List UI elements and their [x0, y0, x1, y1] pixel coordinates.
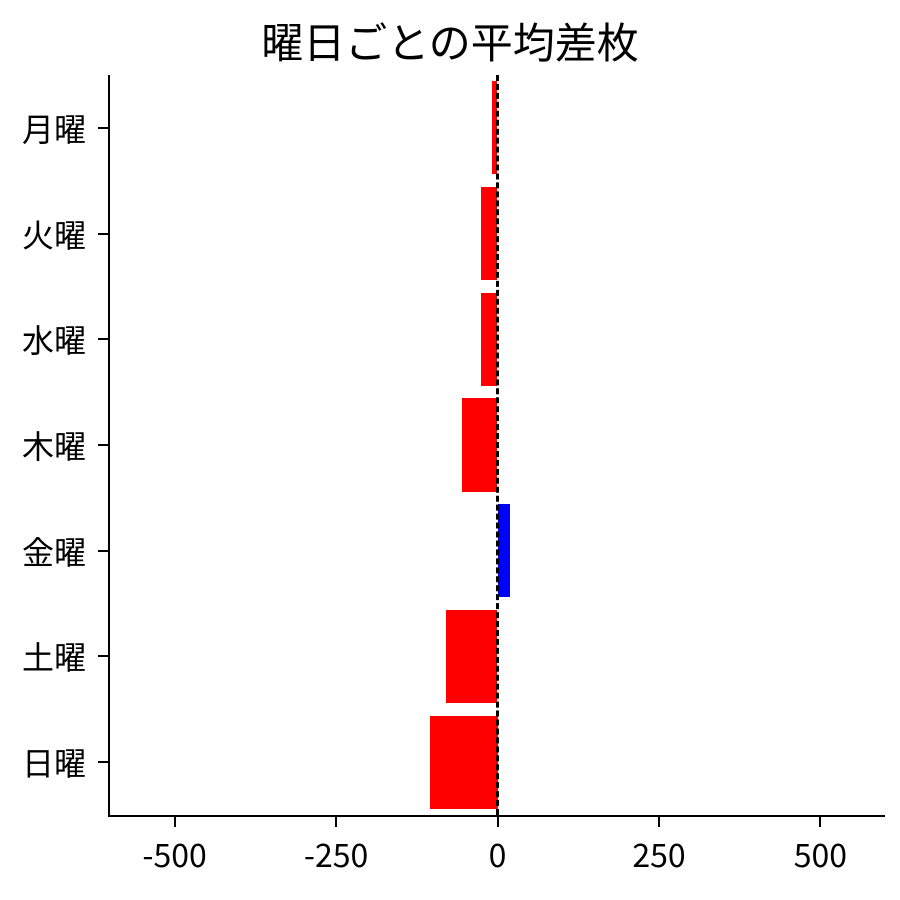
bar-金曜	[498, 504, 511, 597]
y-tick	[98, 127, 108, 129]
y-tick-label: 土曜	[0, 633, 86, 679]
x-tick-label: 250	[632, 831, 685, 877]
chart-container: 曜日ごとの平均差枚 -500-2500250500月曜火曜水曜木曜金曜土曜日曜	[0, 0, 900, 900]
y-tick-label: 水曜	[0, 316, 86, 362]
y-tick	[98, 338, 108, 340]
x-tick-label: 500	[794, 831, 847, 877]
y-tick	[98, 550, 108, 552]
bar-日曜	[430, 716, 498, 809]
x-tick	[658, 817, 660, 827]
y-tick-label: 日曜	[0, 739, 86, 785]
x-tick	[497, 817, 499, 827]
y-tick	[98, 761, 108, 763]
bar-土曜	[446, 610, 498, 703]
x-tick-label: 0	[489, 831, 507, 877]
zero-line	[496, 75, 499, 815]
y-tick-label: 月曜	[0, 105, 86, 151]
x-tick-label: -500	[142, 831, 206, 877]
x-tick	[335, 817, 337, 827]
y-tick	[98, 655, 108, 657]
y-tick-label: 木曜	[0, 422, 86, 468]
plot-area: -500-2500250500月曜火曜水曜木曜金曜土曜日曜	[110, 75, 885, 815]
x-tick	[174, 817, 176, 827]
bar-木曜	[462, 398, 498, 491]
x-tick-label: -250	[304, 831, 368, 877]
chart-title: 曜日ごとの平均差枚	[0, 10, 900, 71]
y-tick	[98, 233, 108, 235]
x-tick	[819, 817, 821, 827]
y-tick-label: 火曜	[0, 211, 86, 257]
y-tick-label: 金曜	[0, 528, 86, 574]
y-axis-line	[108, 75, 110, 817]
y-tick	[98, 444, 108, 446]
